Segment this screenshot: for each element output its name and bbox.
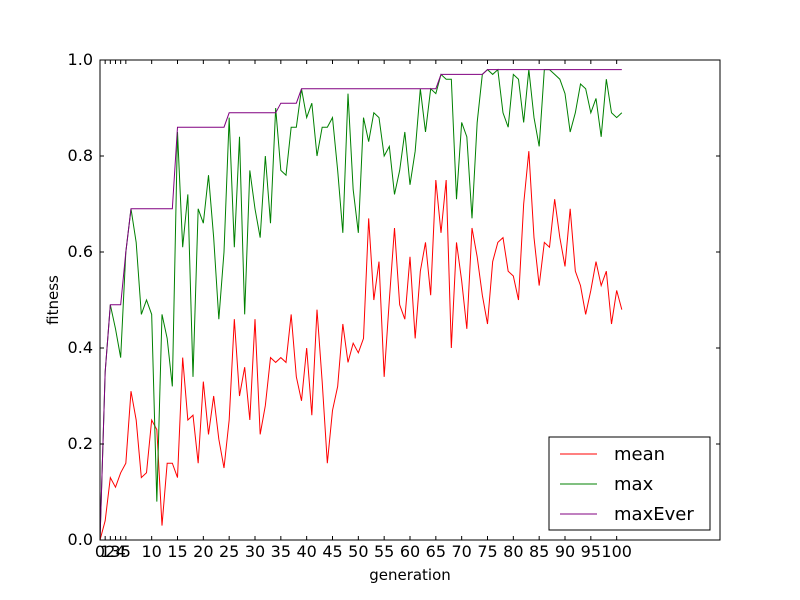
x-tick-label: 25 <box>219 542 239 561</box>
x-tick-label: 35 <box>271 542 291 561</box>
y-tick-label: 0.0 <box>68 530 93 549</box>
x-tick-label: 100 <box>601 542 632 561</box>
legend-label-mean: mean <box>614 444 665 465</box>
x-tick-label: 1 <box>100 542 110 561</box>
y-axis-ticks: 0.0 0.2 0.4 0.6 0.8 1.0 <box>68 50 720 549</box>
series-layer <box>99 68 623 541</box>
y-tick-label: 0.4 <box>68 338 93 357</box>
x-tick-label: 60 <box>400 542 420 561</box>
x-axis-label: generation <box>369 566 451 584</box>
y-axis-label: fitness <box>44 275 62 325</box>
series-line-mean <box>99 151 623 541</box>
y-tick-label: 1.0 <box>68 50 93 69</box>
legend: mean max maxEver <box>548 436 711 531</box>
series-line-maxEver <box>99 69 622 541</box>
x-tick-label: 0 <box>95 542 105 561</box>
x-tick-label: 45 <box>322 542 342 561</box>
x-tick-label: 80 <box>503 542 523 561</box>
x-tick-label: 55 <box>374 542 394 561</box>
x-tick-label: 50 <box>348 542 368 561</box>
x-tick-label: 20 <box>193 542 213 561</box>
x-tick-label: 90 <box>555 542 575 561</box>
x-tick-label: 85 <box>529 542 549 561</box>
y-tick-label: 0.2 <box>68 434 93 453</box>
x-tick-label: 15 <box>167 542 187 561</box>
series-line-max <box>99 68 623 541</box>
y-tick-label: 0.8 <box>68 146 93 165</box>
x-tick-label: 10 <box>141 542 161 561</box>
x-tick-label: 3 <box>110 542 120 561</box>
x-tick-label: 30 <box>245 542 265 561</box>
legend-label-max: max <box>614 474 654 495</box>
x-tick-label: 5 <box>121 542 131 561</box>
x-tick-label: 70 <box>451 542 471 561</box>
x-tick-label: 65 <box>426 542 446 561</box>
y-tick-label: 0.6 <box>68 242 93 261</box>
x-tick-label: 4 <box>116 542 126 561</box>
x-tick-label: 40 <box>296 542 316 561</box>
x-tick-label: 2 <box>105 542 115 561</box>
legend-label-maxEver: maxEver <box>614 504 694 525</box>
x-tick-label: 95 <box>581 542 601 561</box>
x-tick-label: 75 <box>477 542 497 561</box>
